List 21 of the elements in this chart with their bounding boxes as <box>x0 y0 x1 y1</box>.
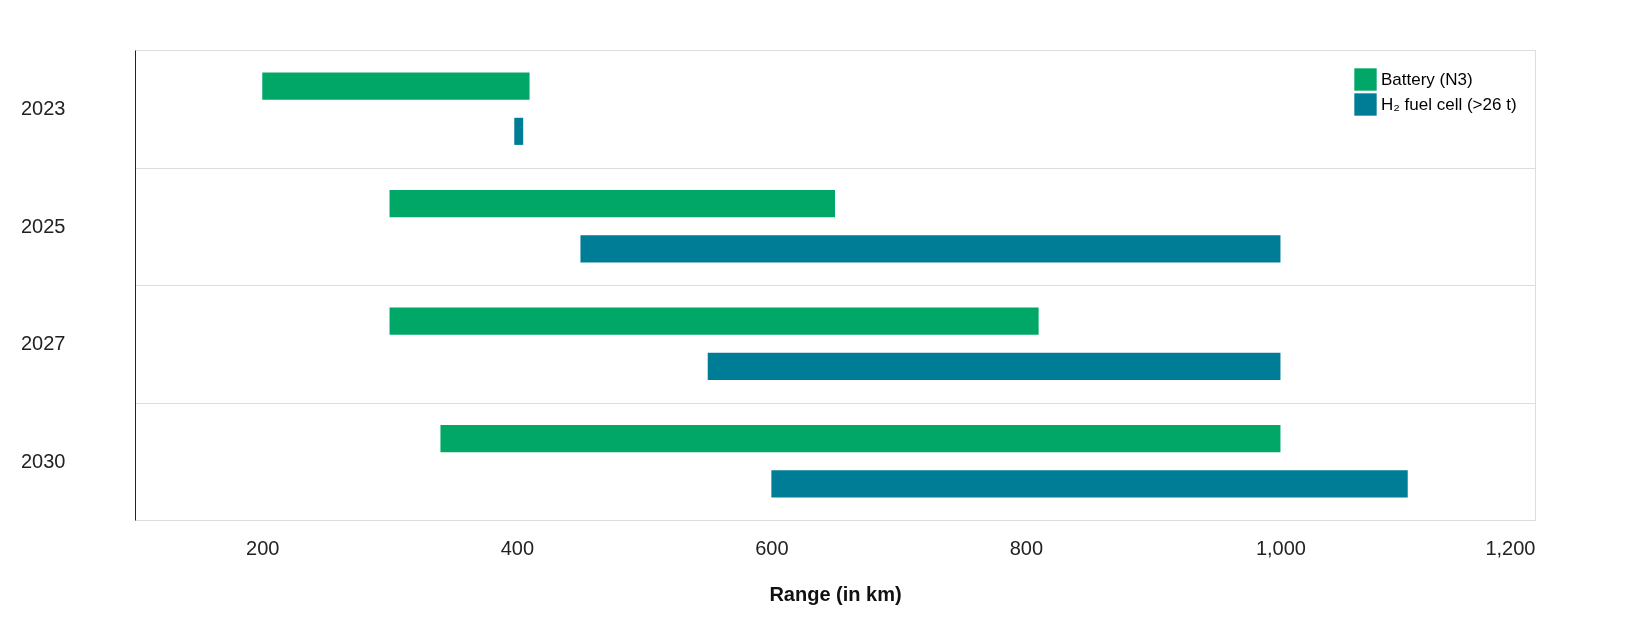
bar <box>389 307 1039 335</box>
bar <box>771 470 1408 498</box>
bar <box>389 190 835 218</box>
x-tick-label: 800 <box>1009 536 1044 559</box>
y-tick-label: 2030 <box>21 449 66 472</box>
legend-label: Battery (N3) <box>1381 69 1473 89</box>
legend-label: H₂ fuel cell (>26 t) <box>1381 94 1517 114</box>
x-tick-label: 200 <box>246 536 280 559</box>
x-tick-label: 600 <box>755 536 789 559</box>
bar <box>514 117 524 145</box>
x-tick-label: 400 <box>500 536 535 559</box>
x-axis-title: Range (in km) <box>769 582 902 605</box>
x-tick-label: 1,200 <box>1485 536 1536 559</box>
y-tick-label: 2027 <box>21 332 66 355</box>
bar <box>580 235 1281 263</box>
bar <box>262 72 530 100</box>
y-tick-label: 2023 <box>21 97 66 120</box>
bar <box>707 352 1281 380</box>
bar <box>440 425 1281 453</box>
y-tick-label: 2025 <box>21 214 66 237</box>
x-tick-label: 1,000 <box>1255 536 1306 559</box>
